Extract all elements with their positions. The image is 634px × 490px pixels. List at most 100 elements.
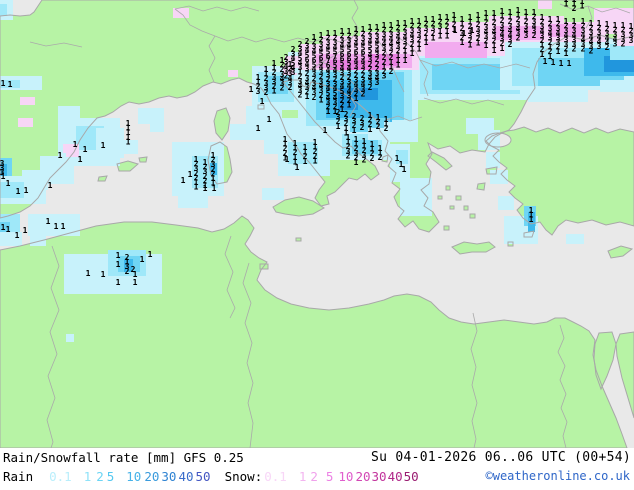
- precip-value: 1: [54, 222, 59, 231]
- coastline: [257, 104, 265, 110]
- precip-value: 3: [354, 34, 359, 43]
- precip-value: 4: [492, 27, 497, 36]
- precip-value: 3: [500, 35, 505, 44]
- precip-value: 4: [319, 45, 324, 54]
- precip-value: 4: [361, 39, 366, 48]
- precip-value: 1: [313, 138, 318, 147]
- precip-value: 1: [260, 97, 265, 106]
- precip-value: 1: [453, 26, 458, 35]
- precip-value: 4: [340, 82, 345, 91]
- precip-value: 2: [368, 64, 373, 73]
- precip-value: 4: [508, 26, 513, 35]
- precip-value: 2: [211, 156, 216, 165]
- precip-value: 2: [354, 144, 359, 153]
- precip-value: 6: [347, 50, 352, 59]
- precip-value: 3: [361, 76, 366, 85]
- precip-value: 2: [361, 89, 366, 98]
- coastline: [443, 225, 450, 231]
- precip-value: 3: [589, 28, 594, 37]
- precip-value: 1: [148, 250, 153, 259]
- precip-value: 1: [340, 105, 345, 114]
- precip-value: 1: [382, 21, 387, 30]
- precip-value: 2: [298, 91, 303, 100]
- precip-value: 5: [368, 41, 373, 50]
- precip-value: 4: [347, 64, 352, 73]
- precip-value: 5: [333, 89, 338, 98]
- precip-value: 3: [333, 70, 338, 79]
- precip-value: 2: [500, 39, 505, 48]
- precip-value: 3: [613, 30, 618, 39]
- precip-value: 3: [500, 21, 505, 30]
- precip-value: 1: [396, 56, 401, 65]
- precip-value: 4: [326, 66, 331, 75]
- precip-value: 2: [500, 16, 505, 25]
- precip-value: 4: [305, 46, 310, 55]
- precip-value: 2: [203, 176, 208, 185]
- precip-value: 1: [417, 45, 422, 54]
- precip-value: 5: [312, 61, 317, 70]
- precip-value: 3: [532, 17, 537, 26]
- landmass: [444, 226, 449, 230]
- precip-value: 1: [468, 18, 473, 27]
- precip-value: 1: [445, 31, 450, 40]
- precip-value: 4: [312, 65, 317, 74]
- precip-value: 5: [347, 45, 352, 54]
- precip-value: 1: [500, 44, 505, 53]
- precip-value: 3: [291, 50, 296, 59]
- precip-value: 1: [551, 58, 556, 67]
- precip-value: 2: [403, 42, 408, 51]
- precip-value: 5: [354, 43, 359, 52]
- landmass: [452, 242, 495, 254]
- precip-value: 3: [605, 29, 610, 38]
- precip-value: 2: [340, 73, 345, 82]
- precip-cell: [58, 106, 80, 118]
- precip-value: 1: [403, 56, 408, 65]
- precip-value: 1: [410, 17, 415, 26]
- precip-value: 2: [445, 22, 450, 31]
- scale-value: 30: [371, 469, 387, 484]
- rain-scale-values: 0.1 1 2 5 10 20 30 40 50: [33, 469, 210, 484]
- precip-value: 6: [347, 55, 352, 64]
- precip-cell: [538, 0, 552, 9]
- precip-value: 3: [492, 23, 497, 32]
- precip-value: 4: [589, 33, 594, 42]
- precip-value: 1: [23, 226, 28, 235]
- precip-value: 3: [382, 30, 387, 39]
- precip-value: 2: [352, 121, 357, 130]
- scale-value: 10: [126, 469, 142, 484]
- precip-value: 1: [484, 41, 489, 50]
- scale-value: 5: [325, 469, 334, 484]
- precip-value: 2: [375, 64, 380, 73]
- precip-cell: [330, 60, 384, 70]
- precip-value: 1: [83, 145, 88, 154]
- landmass: [464, 206, 468, 210]
- precip-value: 1: [468, 41, 473, 50]
- precip-value: 2: [564, 22, 569, 31]
- precip-value: 3: [319, 68, 324, 77]
- precip-value: 1: [524, 13, 529, 22]
- precip-value: 2: [360, 123, 365, 132]
- coastline: [469, 213, 476, 219]
- precip-value: 3: [360, 119, 365, 128]
- precip-value: 2: [375, 28, 380, 37]
- border-line: [470, 312, 478, 448]
- precip-value: 3: [468, 31, 473, 40]
- coastline: [451, 241, 496, 255]
- coastline: [295, 237, 302, 242]
- precip-value: 1: [395, 154, 400, 163]
- precip-value: 3: [375, 32, 380, 41]
- precip-value: 5: [319, 59, 324, 68]
- precip-value: 1: [272, 59, 277, 68]
- scale-value: 0.1: [264, 469, 287, 484]
- precip-value: 2: [389, 67, 394, 76]
- precip-value: 1: [468, 13, 473, 22]
- precip-value: 1: [470, 26, 475, 35]
- precip-value: 1: [564, 0, 569, 4]
- precip-value: 2: [280, 84, 285, 93]
- precip-value: 5: [326, 89, 331, 98]
- precip-value: 2: [460, 33, 465, 42]
- precip-value: 3: [347, 36, 352, 45]
- precip-value: 1: [580, 0, 585, 6]
- coastline: [207, 141, 233, 185]
- precip-value: 3: [312, 88, 317, 97]
